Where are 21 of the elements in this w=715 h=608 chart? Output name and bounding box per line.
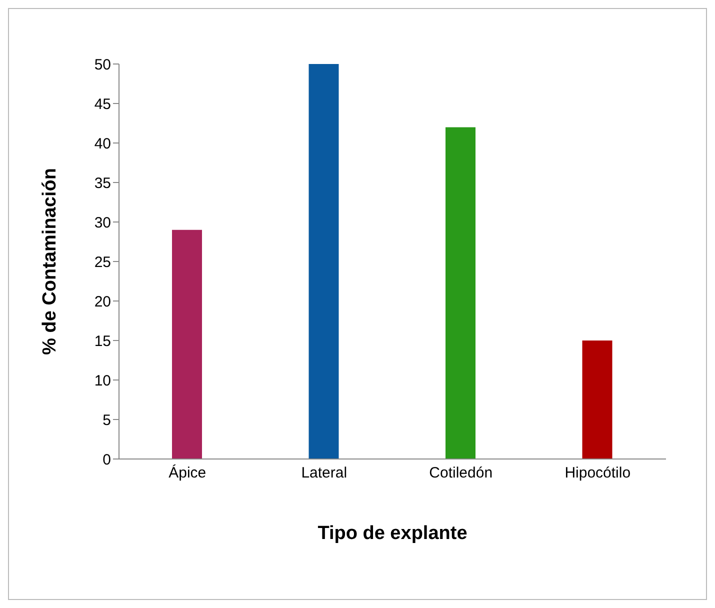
x-tick-label: Hipocótilo — [564, 464, 631, 482]
x-axis-title: Tipo de explante — [318, 523, 468, 544]
x-tick-label: Cotiledón — [429, 464, 493, 482]
bar — [582, 340, 612, 459]
bar — [446, 127, 476, 459]
y-tick-label: 15 — [94, 332, 111, 350]
y-tick-label: 20 — [94, 293, 111, 310]
x-tick-label: Ápice — [168, 464, 206, 482]
y-tick-label: 25 — [94, 254, 111, 271]
y-tick-label: 45 — [94, 96, 111, 113]
bar — [172, 230, 202, 459]
x-tick-label: Lateral — [301, 464, 348, 482]
y-axis-title: % de Contaminación — [40, 168, 61, 355]
bar — [308, 64, 339, 459]
y-tick-label: 35 — [94, 174, 111, 192]
y-tick-label: 30 — [94, 214, 111, 232]
y-tick-label: 50 — [94, 56, 111, 74]
y-tick-label: 5 — [102, 412, 111, 429]
y-tick-label: 40 — [94, 135, 111, 152]
y-tick-label: 10 — [94, 372, 111, 390]
y-tick-label: 0 — [102, 451, 111, 468]
